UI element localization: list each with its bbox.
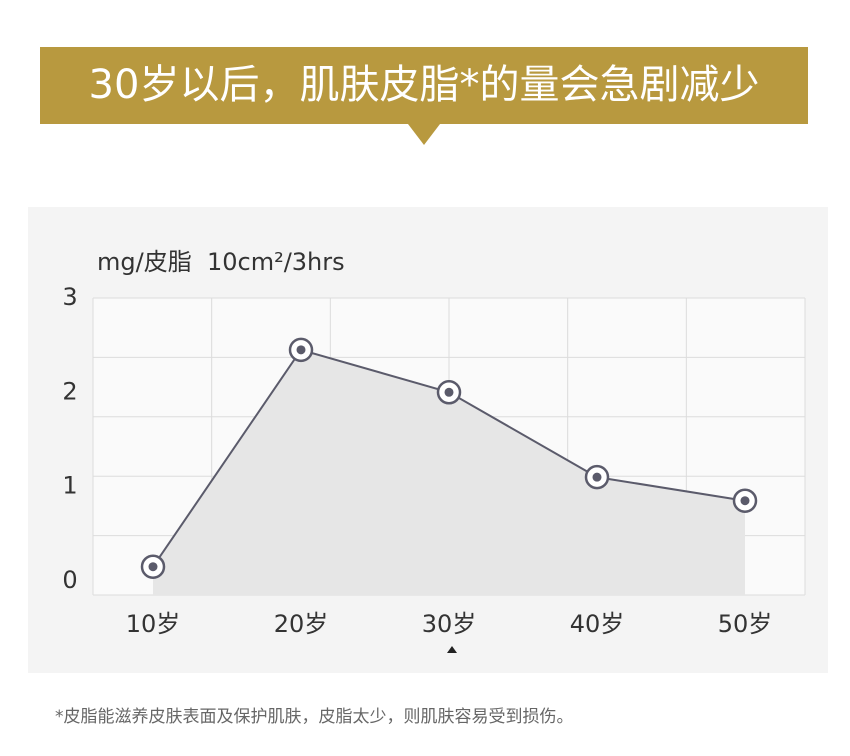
point bbox=[444, 387, 454, 397]
point bbox=[148, 562, 158, 572]
y-tick-label: 0 bbox=[62, 566, 77, 594]
banner-pointer bbox=[408, 124, 440, 145]
y-tick-label: 3 bbox=[62, 283, 77, 311]
plot: 0 1 2 3 10岁 20岁 30岁 40岁 50岁 bbox=[62, 283, 806, 638]
area-fill bbox=[153, 349, 745, 595]
x-tick-label: 20岁 bbox=[274, 610, 329, 638]
point bbox=[296, 345, 306, 355]
title-banner bbox=[40, 47, 808, 124]
point bbox=[740, 496, 750, 506]
x-tick-label: 30岁 bbox=[422, 610, 477, 638]
footnote: *皮脂能滋养皮肤表面及保护肌肤，皮脂太少，则肌肤容易受到损伤。 bbox=[55, 707, 574, 727]
x-tick-label: 10岁 bbox=[126, 610, 181, 638]
highlight-marker bbox=[447, 646, 457, 653]
axis-unit: mg/皮脂 10cm²/3hrs bbox=[97, 248, 345, 276]
x-tick-label: 50岁 bbox=[718, 610, 773, 638]
y-tick-label: 2 bbox=[62, 377, 77, 405]
y-tick-label: 1 bbox=[62, 472, 77, 500]
point bbox=[592, 472, 602, 482]
chart-title: 30岁以后，肌肤皮脂*的量会急剧减少 bbox=[89, 62, 760, 108]
x-tick-label: 40岁 bbox=[570, 610, 625, 638]
